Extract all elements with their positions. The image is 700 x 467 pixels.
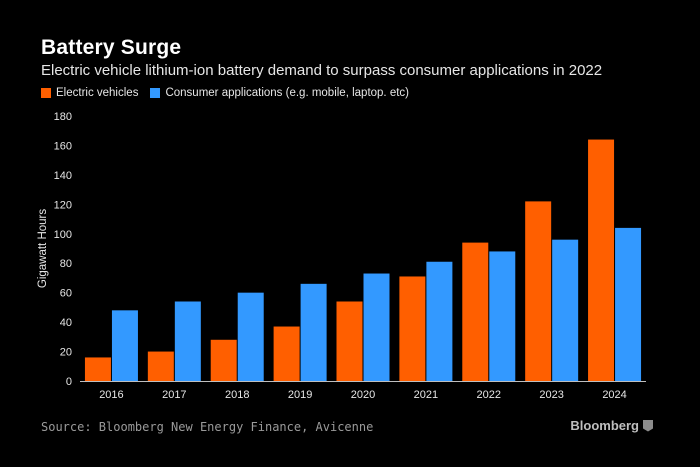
y-tick-label: 100 bbox=[54, 229, 72, 241]
x-tick-label: 2016 bbox=[99, 389, 123, 401]
chart-title: Battery Surge bbox=[41, 36, 182, 59]
bar-consumer-applications bbox=[111, 310, 138, 381]
y-tick-label: 20 bbox=[60, 347, 72, 359]
brand: Bloomberg bbox=[570, 418, 653, 433]
legend-label-consumer: Consumer applications (e.g. mobile, lapt… bbox=[165, 87, 409, 99]
bar-electric-vehicles bbox=[273, 326, 300, 381]
bar-electric-vehicles bbox=[462, 242, 489, 381]
y-tick-label: 140 bbox=[54, 170, 72, 182]
bar-electric-vehicles bbox=[336, 301, 363, 381]
y-tick-label: 180 bbox=[54, 111, 72, 123]
bar-electric-vehicles bbox=[525, 201, 552, 381]
bar-consumer-applications bbox=[237, 292, 264, 381]
x-tick-label: 2018 bbox=[225, 389, 249, 401]
brand-name: Bloomberg bbox=[570, 418, 639, 433]
x-tick-label: 2019 bbox=[288, 389, 312, 401]
y-tick-label: 40 bbox=[60, 317, 72, 329]
bar-consumer-applications bbox=[552, 239, 579, 381]
bar-electric-vehicles bbox=[210, 339, 237, 381]
bar-electric-vehicles bbox=[84, 357, 111, 381]
bar-electric-vehicles bbox=[588, 139, 615, 381]
bar-consumer-applications bbox=[615, 227, 642, 381]
legend-item-ev: Electric vehicles bbox=[41, 87, 138, 99]
x-tick-label: 2020 bbox=[351, 389, 375, 401]
legend-label-ev: Electric vehicles bbox=[56, 87, 139, 99]
x-tick-label: 2024 bbox=[602, 389, 626, 401]
bar-consumer-applications bbox=[174, 301, 201, 381]
y-axis-label: Gigawatt Hours bbox=[37, 209, 49, 289]
chart-subtitle: Electric vehicle lithium-ion battery dem… bbox=[41, 62, 603, 79]
y-tick-label: 0 bbox=[66, 376, 72, 388]
y-tick-label: 160 bbox=[54, 140, 72, 152]
x-tick-label: 2017 bbox=[162, 389, 186, 401]
x-tick-label: 2023 bbox=[539, 389, 563, 401]
x-tick-label: 2021 bbox=[414, 389, 438, 401]
y-tick-label: 120 bbox=[54, 199, 72, 211]
legend-swatch-ev bbox=[41, 88, 51, 98]
legend: Electric vehicles Consumer applications … bbox=[41, 87, 421, 99]
bar-consumer-applications bbox=[363, 273, 390, 381]
bar-electric-vehicles bbox=[147, 351, 174, 381]
source-note: Source: Bloomberg New Energy Finance, Av… bbox=[41, 420, 374, 434]
legend-item-consumer: Consumer applications (e.g. mobile, lapt… bbox=[150, 87, 409, 99]
bloomberg-logo-icon bbox=[643, 419, 653, 432]
legend-swatch-consumer bbox=[150, 88, 161, 98]
x-tick-label: 2022 bbox=[477, 389, 501, 401]
bar-electric-vehicles bbox=[399, 276, 426, 381]
bar-consumer-applications bbox=[426, 261, 453, 381]
bar-consumer-applications bbox=[489, 251, 516, 381]
y-tick-label: 60 bbox=[60, 288, 72, 300]
bar-consumer-applications bbox=[300, 283, 327, 381]
y-tick-label: 80 bbox=[60, 258, 72, 270]
